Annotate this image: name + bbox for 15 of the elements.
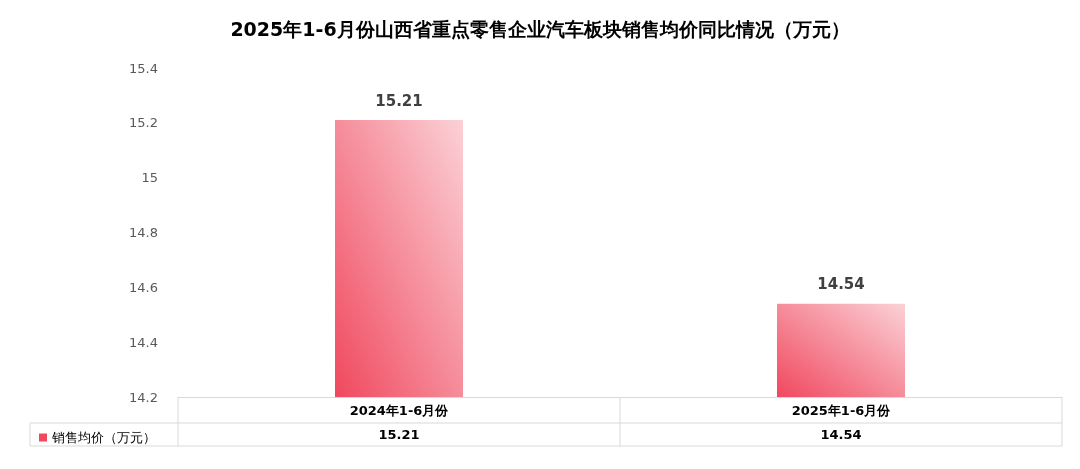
x-tick-label: 2024年1-6月份 xyxy=(349,403,450,418)
y-tick-label: 15.4 xyxy=(129,60,158,76)
legend-label: 销售均价（万元） xyxy=(51,430,156,445)
y-tick-label: 14.2 xyxy=(129,389,158,405)
chart-title: 2025年1-6月份山西省重点零售企业汽车板块销售均价同比情况（万元） xyxy=(230,17,850,40)
y-tick-label: 14.6 xyxy=(129,279,158,295)
x-tick-label: 2025年1-6月份 xyxy=(791,403,892,418)
text: 14.54 xyxy=(820,427,862,442)
y-tick-label: 15 xyxy=(141,170,158,186)
y-tick-label: 15.2 xyxy=(129,115,158,131)
y-tick-label: 14.4 xyxy=(129,334,158,350)
text: 15.21 xyxy=(378,427,420,442)
y-tick-label: 14.8 xyxy=(129,225,158,240)
data-label: 14.54 xyxy=(817,275,865,294)
data-label: 15.21 xyxy=(375,91,423,110)
